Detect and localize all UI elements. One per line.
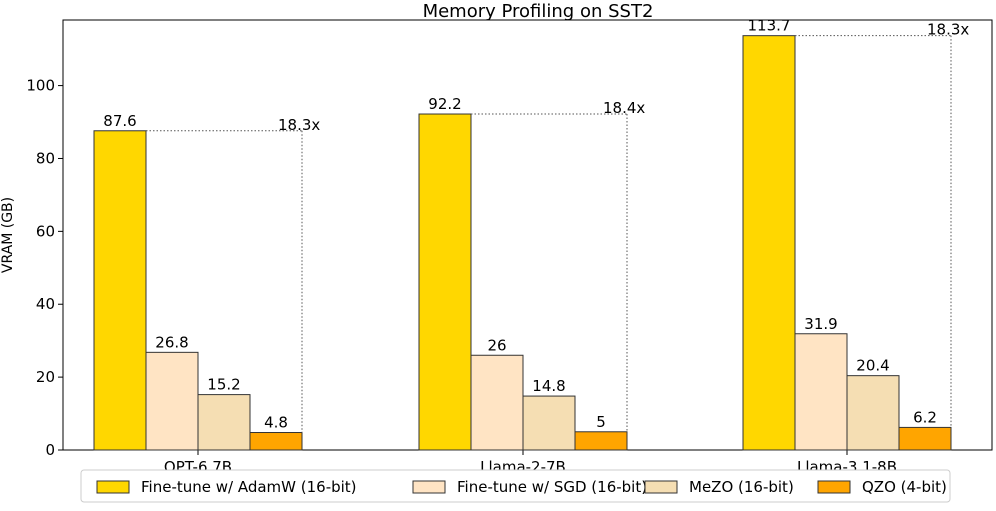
chart-title: Memory Profiling on SST2 [423,1,654,22]
bar [470,354,524,451]
legend-swatch [817,480,851,494]
bar-value-label: 26 [487,336,506,354]
bar-value-label: 14.8 [532,377,565,395]
y-tick-label: 40 [36,295,55,313]
bar-value-label: 4.8 [264,414,288,432]
bar-value-label: 20.4 [856,357,889,375]
ratio-annotation: 18.4x [603,99,645,117]
bar [522,395,576,451]
bar [742,35,796,451]
bar-value-label: 5 [596,413,606,431]
bar [898,426,952,451]
plot-area: 020406080100OPT-6.7B87.626.815.24.818.3x… [26,17,993,476]
legend: Fine-tune w/ AdamW (16-bit) Fine-tune w/ … [80,469,951,503]
legend-swatch [96,480,130,494]
bar-value-label: 92.2 [428,95,461,113]
legend-entry-label: Fine-tune w/ SGD (16-bit) [457,478,647,496]
ratio-annotation: 18.3x [927,21,969,39]
y-tick-label: 80 [36,149,55,167]
bar [846,375,900,451]
y-tick-label: 20 [36,368,55,386]
legend-swatch [412,480,446,494]
legend-swatch [644,480,678,494]
bar-value-label: 31.9 [804,315,837,333]
legend-entry-label: Fine-tune w/ AdamW (16-bit) [141,478,357,496]
y-axis-label: VRAM (GB) [0,197,16,273]
y-tick-label: 100 [26,77,55,95]
bar [145,351,199,451]
y-tick-label: 60 [36,222,55,240]
bar [574,431,628,451]
legend-entry-label: QZO (4-bit) [862,478,947,496]
bar-value-label: 87.6 [103,112,136,130]
bar [249,432,303,451]
bar [197,394,251,451]
bar-value-label: 15.2 [207,376,240,394]
ratio-annotation: 18.3x [278,116,320,134]
bar-value-label: 113.7 [748,17,791,35]
legend-entry-label: MeZO (16-bit) [689,478,794,496]
bar [418,113,472,451]
bar [93,130,147,451]
legend-box [80,469,951,503]
y-tick-label: 0 [45,441,55,459]
bar-value-label: 26.8 [155,333,188,351]
bar-value-label: 6.2 [913,408,937,426]
bar [794,333,848,451]
